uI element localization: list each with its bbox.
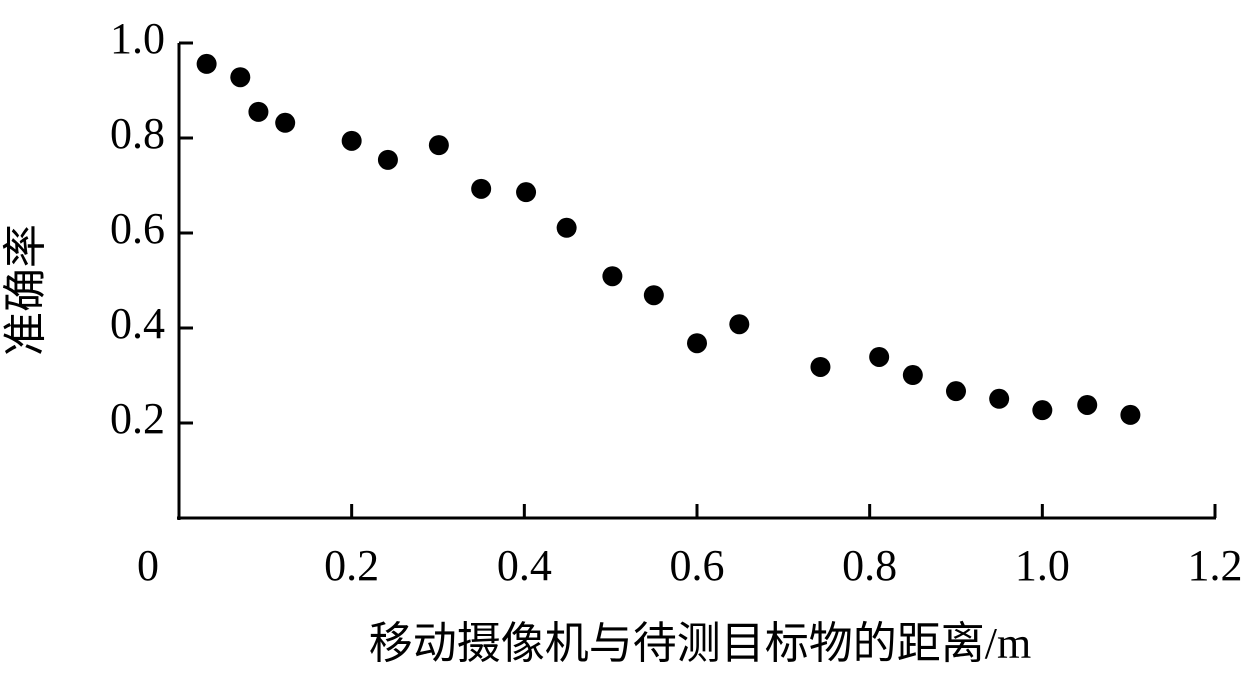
y-tick-label: 1.0 xyxy=(110,14,165,63)
point xyxy=(377,149,398,170)
point xyxy=(1077,394,1098,415)
point xyxy=(1120,404,1141,425)
point xyxy=(471,178,492,199)
point xyxy=(602,266,623,287)
y-tick-label: 0.2 xyxy=(110,394,165,443)
x-tick-label: 0 xyxy=(137,541,159,590)
point xyxy=(248,101,269,122)
point xyxy=(989,388,1010,409)
x-tick-label: 1.2 xyxy=(1188,541,1243,590)
x-tick-label: 0.8 xyxy=(842,541,897,590)
point xyxy=(428,135,449,156)
point xyxy=(230,67,251,88)
x-tick-label: 1.0 xyxy=(1015,541,1070,590)
point xyxy=(516,182,537,203)
y-axis-label: 准确率 xyxy=(1,224,50,356)
point xyxy=(810,356,831,377)
x-tick-label: 0.4 xyxy=(497,541,552,590)
y-tick-label: 0.6 xyxy=(110,204,165,253)
point xyxy=(196,53,217,74)
y-tick-label: 0.4 xyxy=(110,299,165,348)
y-tick-label: 0.8 xyxy=(110,109,165,158)
point xyxy=(946,381,966,402)
point xyxy=(869,346,890,367)
point xyxy=(729,314,750,335)
point xyxy=(556,217,577,238)
point xyxy=(275,112,296,133)
x-tick-label: 0.2 xyxy=(324,541,379,590)
x-tick-label: 0.6 xyxy=(670,541,725,590)
point xyxy=(902,365,923,386)
point xyxy=(1032,400,1053,421)
point xyxy=(687,333,707,354)
point xyxy=(341,130,362,151)
point xyxy=(643,285,664,306)
x-axis-label: 移动摄像机与待测目标物的距离/m xyxy=(369,619,1031,668)
